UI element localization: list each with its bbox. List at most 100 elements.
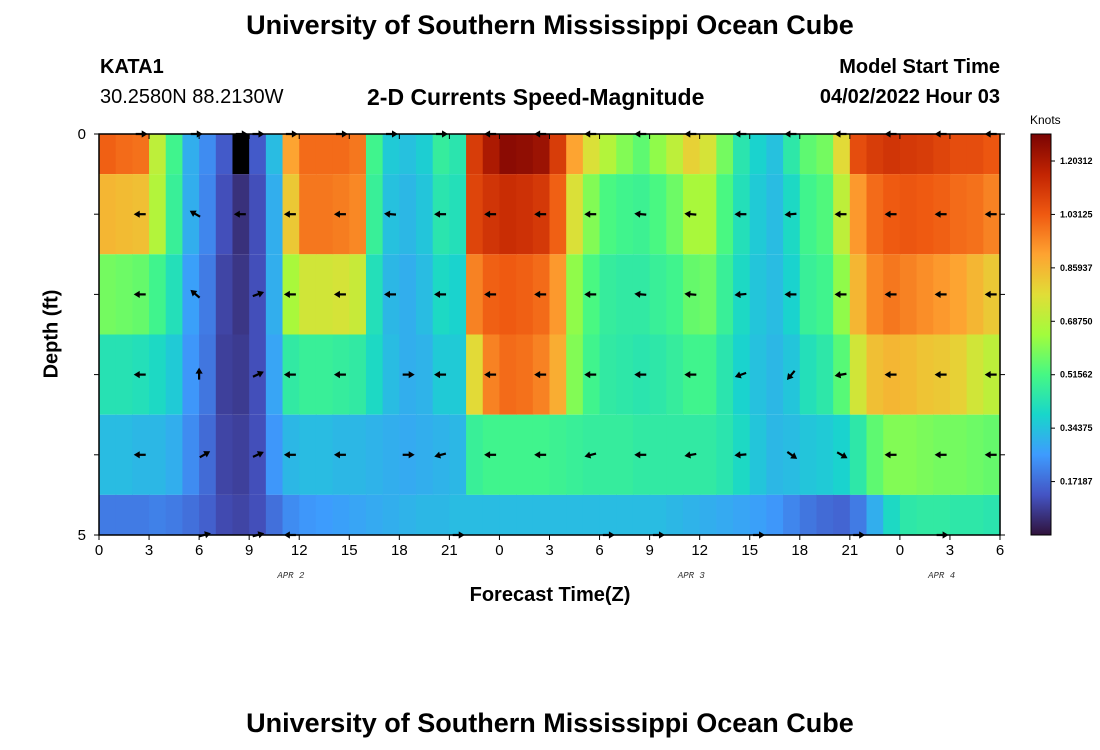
heatmap-cell bbox=[466, 334, 484, 415]
heatmap-cell bbox=[265, 334, 284, 415]
vector-head bbox=[283, 210, 290, 218]
current-vector bbox=[283, 451, 296, 459]
heatmap-cell bbox=[566, 254, 584, 335]
heatmap-cell bbox=[949, 134, 968, 175]
current-vector bbox=[884, 371, 897, 379]
heatmap-cell bbox=[182, 414, 200, 495]
heatmap-cell bbox=[232, 494, 250, 535]
current-vector bbox=[884, 210, 897, 218]
heatmap-cell bbox=[816, 334, 834, 415]
heatmap-cell bbox=[365, 134, 384, 175]
current-vector bbox=[984, 371, 997, 379]
heatmap-cell bbox=[182, 174, 200, 255]
current-vector bbox=[434, 371, 447, 379]
heatmap-cell bbox=[399, 494, 417, 535]
heatmap-cell bbox=[816, 494, 834, 535]
vector-head bbox=[684, 371, 691, 379]
plot-title: 2-D Currents Speed-Magnitude bbox=[367, 84, 705, 110]
heatmap-cell bbox=[532, 494, 551, 535]
vector-head bbox=[256, 451, 264, 458]
heatmap-cell bbox=[382, 334, 400, 415]
x-tick-label: 15 bbox=[341, 542, 358, 559]
heatmap-cell bbox=[899, 334, 918, 415]
vector-head bbox=[734, 290, 741, 299]
current-vector bbox=[384, 210, 397, 218]
heatmap-cell bbox=[516, 414, 534, 495]
current-vector bbox=[534, 371, 547, 379]
heatmap-cell bbox=[182, 254, 200, 335]
vector-head bbox=[984, 290, 991, 298]
heatmap-cell bbox=[349, 134, 367, 175]
heatmap-cell bbox=[432, 494, 450, 535]
heatmap-cell bbox=[349, 334, 367, 415]
heatmap-cell bbox=[649, 174, 667, 255]
vector-head bbox=[434, 290, 441, 298]
heatmap-cell bbox=[666, 334, 684, 415]
vector-head bbox=[534, 210, 541, 218]
current-vector bbox=[195, 367, 203, 380]
heatmap-cell bbox=[816, 254, 834, 335]
vector-head bbox=[484, 371, 491, 379]
heatmap-cell bbox=[365, 494, 384, 535]
vector-head bbox=[189, 210, 197, 217]
heatmap-cell bbox=[165, 174, 184, 255]
x-tick-label: 6 bbox=[996, 542, 1004, 559]
heatmap-cell bbox=[716, 134, 734, 175]
heatmap-cell bbox=[866, 334, 884, 415]
heatmap-cell bbox=[616, 494, 634, 535]
heatmap-cell bbox=[516, 254, 534, 335]
heatmap-cell bbox=[716, 174, 734, 255]
heatmap-cell bbox=[449, 334, 467, 415]
current-vector bbox=[934, 210, 947, 218]
heatmap-cell bbox=[516, 494, 534, 535]
station-name: KATA1 bbox=[100, 56, 164, 78]
vector-head bbox=[734, 451, 741, 459]
heatmap-cell bbox=[182, 334, 200, 415]
x-tick-label: 0 bbox=[95, 542, 103, 559]
heatmap-cell bbox=[416, 334, 434, 415]
current-vector bbox=[834, 371, 847, 379]
bottom-title: University of Southern Mississippi Ocean… bbox=[246, 708, 854, 738]
current-vector bbox=[283, 290, 296, 298]
heatmap-cell bbox=[599, 494, 617, 535]
heatmap-cell bbox=[966, 494, 984, 535]
heatmap-cell bbox=[249, 134, 267, 175]
model-start-time: 04/02/2022 Hour 03 bbox=[819, 86, 1000, 108]
heatmap-cell bbox=[699, 174, 717, 255]
vector-head bbox=[195, 367, 203, 374]
heatmap-cell bbox=[749, 414, 768, 495]
heatmap-cell bbox=[966, 134, 984, 175]
colorbar: 1.20312 1.03125 0.85937 0.68750 0.51562 0.343… bbox=[1030, 113, 1093, 536]
heatmap-cell bbox=[99, 494, 117, 535]
heatmap-cell bbox=[632, 134, 651, 175]
heatmap-cell bbox=[549, 134, 567, 175]
heatmap-cell bbox=[365, 414, 384, 495]
heatmap-cell bbox=[265, 174, 284, 255]
vector-head bbox=[584, 371, 591, 379]
colorbar-tick-label: 0.85937 bbox=[1060, 263, 1093, 273]
heatmap-cell bbox=[382, 494, 400, 535]
heatmap-cell bbox=[382, 414, 400, 495]
heatmap-cell bbox=[315, 254, 334, 335]
y-tick-label: 5 bbox=[78, 527, 86, 544]
vector-head bbox=[333, 210, 340, 218]
heatmap-cell bbox=[466, 494, 484, 535]
heatmap-cell bbox=[916, 494, 934, 535]
heatmap-cell bbox=[232, 134, 250, 175]
x-tick-label: 18 bbox=[791, 542, 808, 559]
vector-head bbox=[934, 371, 941, 379]
current-vector bbox=[133, 290, 146, 298]
heatmap-cell bbox=[416, 414, 434, 495]
heatmap-cell bbox=[866, 494, 884, 535]
heatmap-cell bbox=[616, 174, 634, 255]
heatmap-cell bbox=[115, 134, 133, 175]
heatmap-cell bbox=[983, 134, 1001, 175]
vector-head bbox=[834, 210, 841, 218]
heatmap-cell bbox=[99, 254, 117, 335]
heatmap-cell bbox=[849, 134, 868, 175]
vector-head bbox=[684, 210, 691, 218]
current-vector bbox=[190, 289, 201, 299]
current-vector bbox=[434, 210, 447, 218]
heatmap-cell bbox=[799, 174, 818, 255]
heatmap-cell bbox=[966, 334, 984, 415]
